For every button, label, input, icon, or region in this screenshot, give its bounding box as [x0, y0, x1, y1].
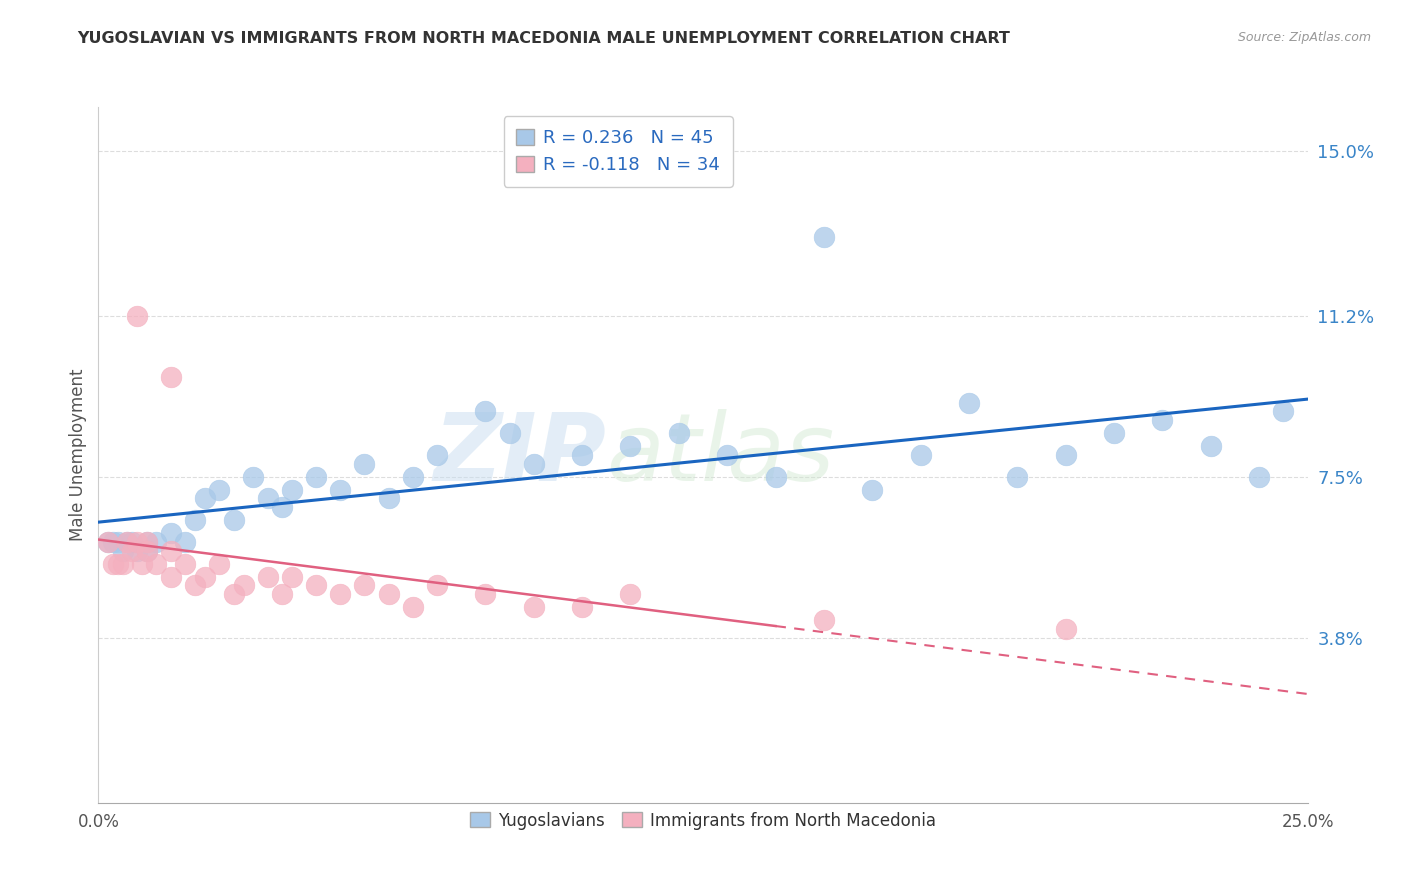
Point	[184, 513, 207, 527]
Point	[256, 491, 278, 506]
Point	[271, 587, 294, 601]
Point	[111, 543, 134, 558]
Point	[194, 570, 217, 584]
Point	[813, 613, 835, 627]
Point	[813, 230, 835, 244]
Point	[121, 534, 143, 549]
Point	[117, 534, 139, 549]
Point	[101, 557, 124, 571]
Point	[160, 543, 183, 558]
Y-axis label: Male Unemployment: Male Unemployment	[69, 368, 87, 541]
Point	[111, 557, 134, 571]
Legend: Yugoslavians, Immigrants from North Macedonia: Yugoslavians, Immigrants from North Mace…	[464, 805, 942, 836]
Point	[353, 578, 375, 592]
Point	[426, 448, 449, 462]
Point	[135, 543, 157, 558]
Point	[957, 395, 980, 409]
Point	[208, 557, 231, 571]
Point	[194, 491, 217, 506]
Point	[426, 578, 449, 592]
Point	[145, 557, 167, 571]
Point	[1054, 448, 1077, 462]
Text: Source: ZipAtlas.com: Source: ZipAtlas.com	[1237, 31, 1371, 45]
Point	[402, 600, 425, 615]
Point	[135, 534, 157, 549]
Point	[101, 534, 124, 549]
Point	[242, 469, 264, 483]
Point	[377, 491, 399, 506]
Point	[232, 578, 254, 592]
Point	[474, 404, 496, 418]
Point	[353, 457, 375, 471]
Point	[329, 483, 352, 497]
Point	[668, 426, 690, 441]
Point	[256, 570, 278, 584]
Text: YUGOSLAVIAN VS IMMIGRANTS FROM NORTH MACEDONIA MALE UNEMPLOYMENT CORRELATION CHA: YUGOSLAVIAN VS IMMIGRANTS FROM NORTH MAC…	[77, 31, 1010, 46]
Point	[1054, 622, 1077, 636]
Point	[174, 534, 197, 549]
Point	[127, 534, 149, 549]
Point	[1152, 413, 1174, 427]
Point	[571, 448, 593, 462]
Point	[619, 439, 641, 453]
Point	[184, 578, 207, 592]
Point	[107, 557, 129, 571]
Point	[523, 457, 546, 471]
Point	[208, 483, 231, 497]
Point	[121, 543, 143, 558]
Point	[271, 500, 294, 514]
Point	[716, 448, 738, 462]
Point	[1272, 404, 1295, 418]
Point	[160, 369, 183, 384]
Point	[1102, 426, 1125, 441]
Text: atlas: atlas	[606, 409, 835, 500]
Point	[281, 570, 304, 584]
Point	[910, 448, 932, 462]
Point	[117, 534, 139, 549]
Point	[174, 557, 197, 571]
Point	[97, 534, 120, 549]
Point	[523, 600, 546, 615]
Point	[571, 600, 593, 615]
Point	[135, 543, 157, 558]
Point	[127, 543, 149, 558]
Point	[377, 587, 399, 601]
Text: ZIP: ZIP	[433, 409, 606, 501]
Point	[160, 570, 183, 584]
Point	[329, 587, 352, 601]
Point	[498, 426, 520, 441]
Point	[619, 587, 641, 601]
Point	[1007, 469, 1029, 483]
Point	[402, 469, 425, 483]
Point	[127, 309, 149, 323]
Point	[1249, 469, 1271, 483]
Point	[281, 483, 304, 497]
Point	[97, 534, 120, 549]
Point	[131, 557, 153, 571]
Point	[474, 587, 496, 601]
Point	[305, 578, 328, 592]
Point	[1199, 439, 1222, 453]
Point	[135, 534, 157, 549]
Point	[160, 526, 183, 541]
Point	[305, 469, 328, 483]
Point	[145, 534, 167, 549]
Point	[222, 513, 245, 527]
Point	[107, 534, 129, 549]
Point	[860, 483, 883, 497]
Point	[222, 587, 245, 601]
Point	[765, 469, 787, 483]
